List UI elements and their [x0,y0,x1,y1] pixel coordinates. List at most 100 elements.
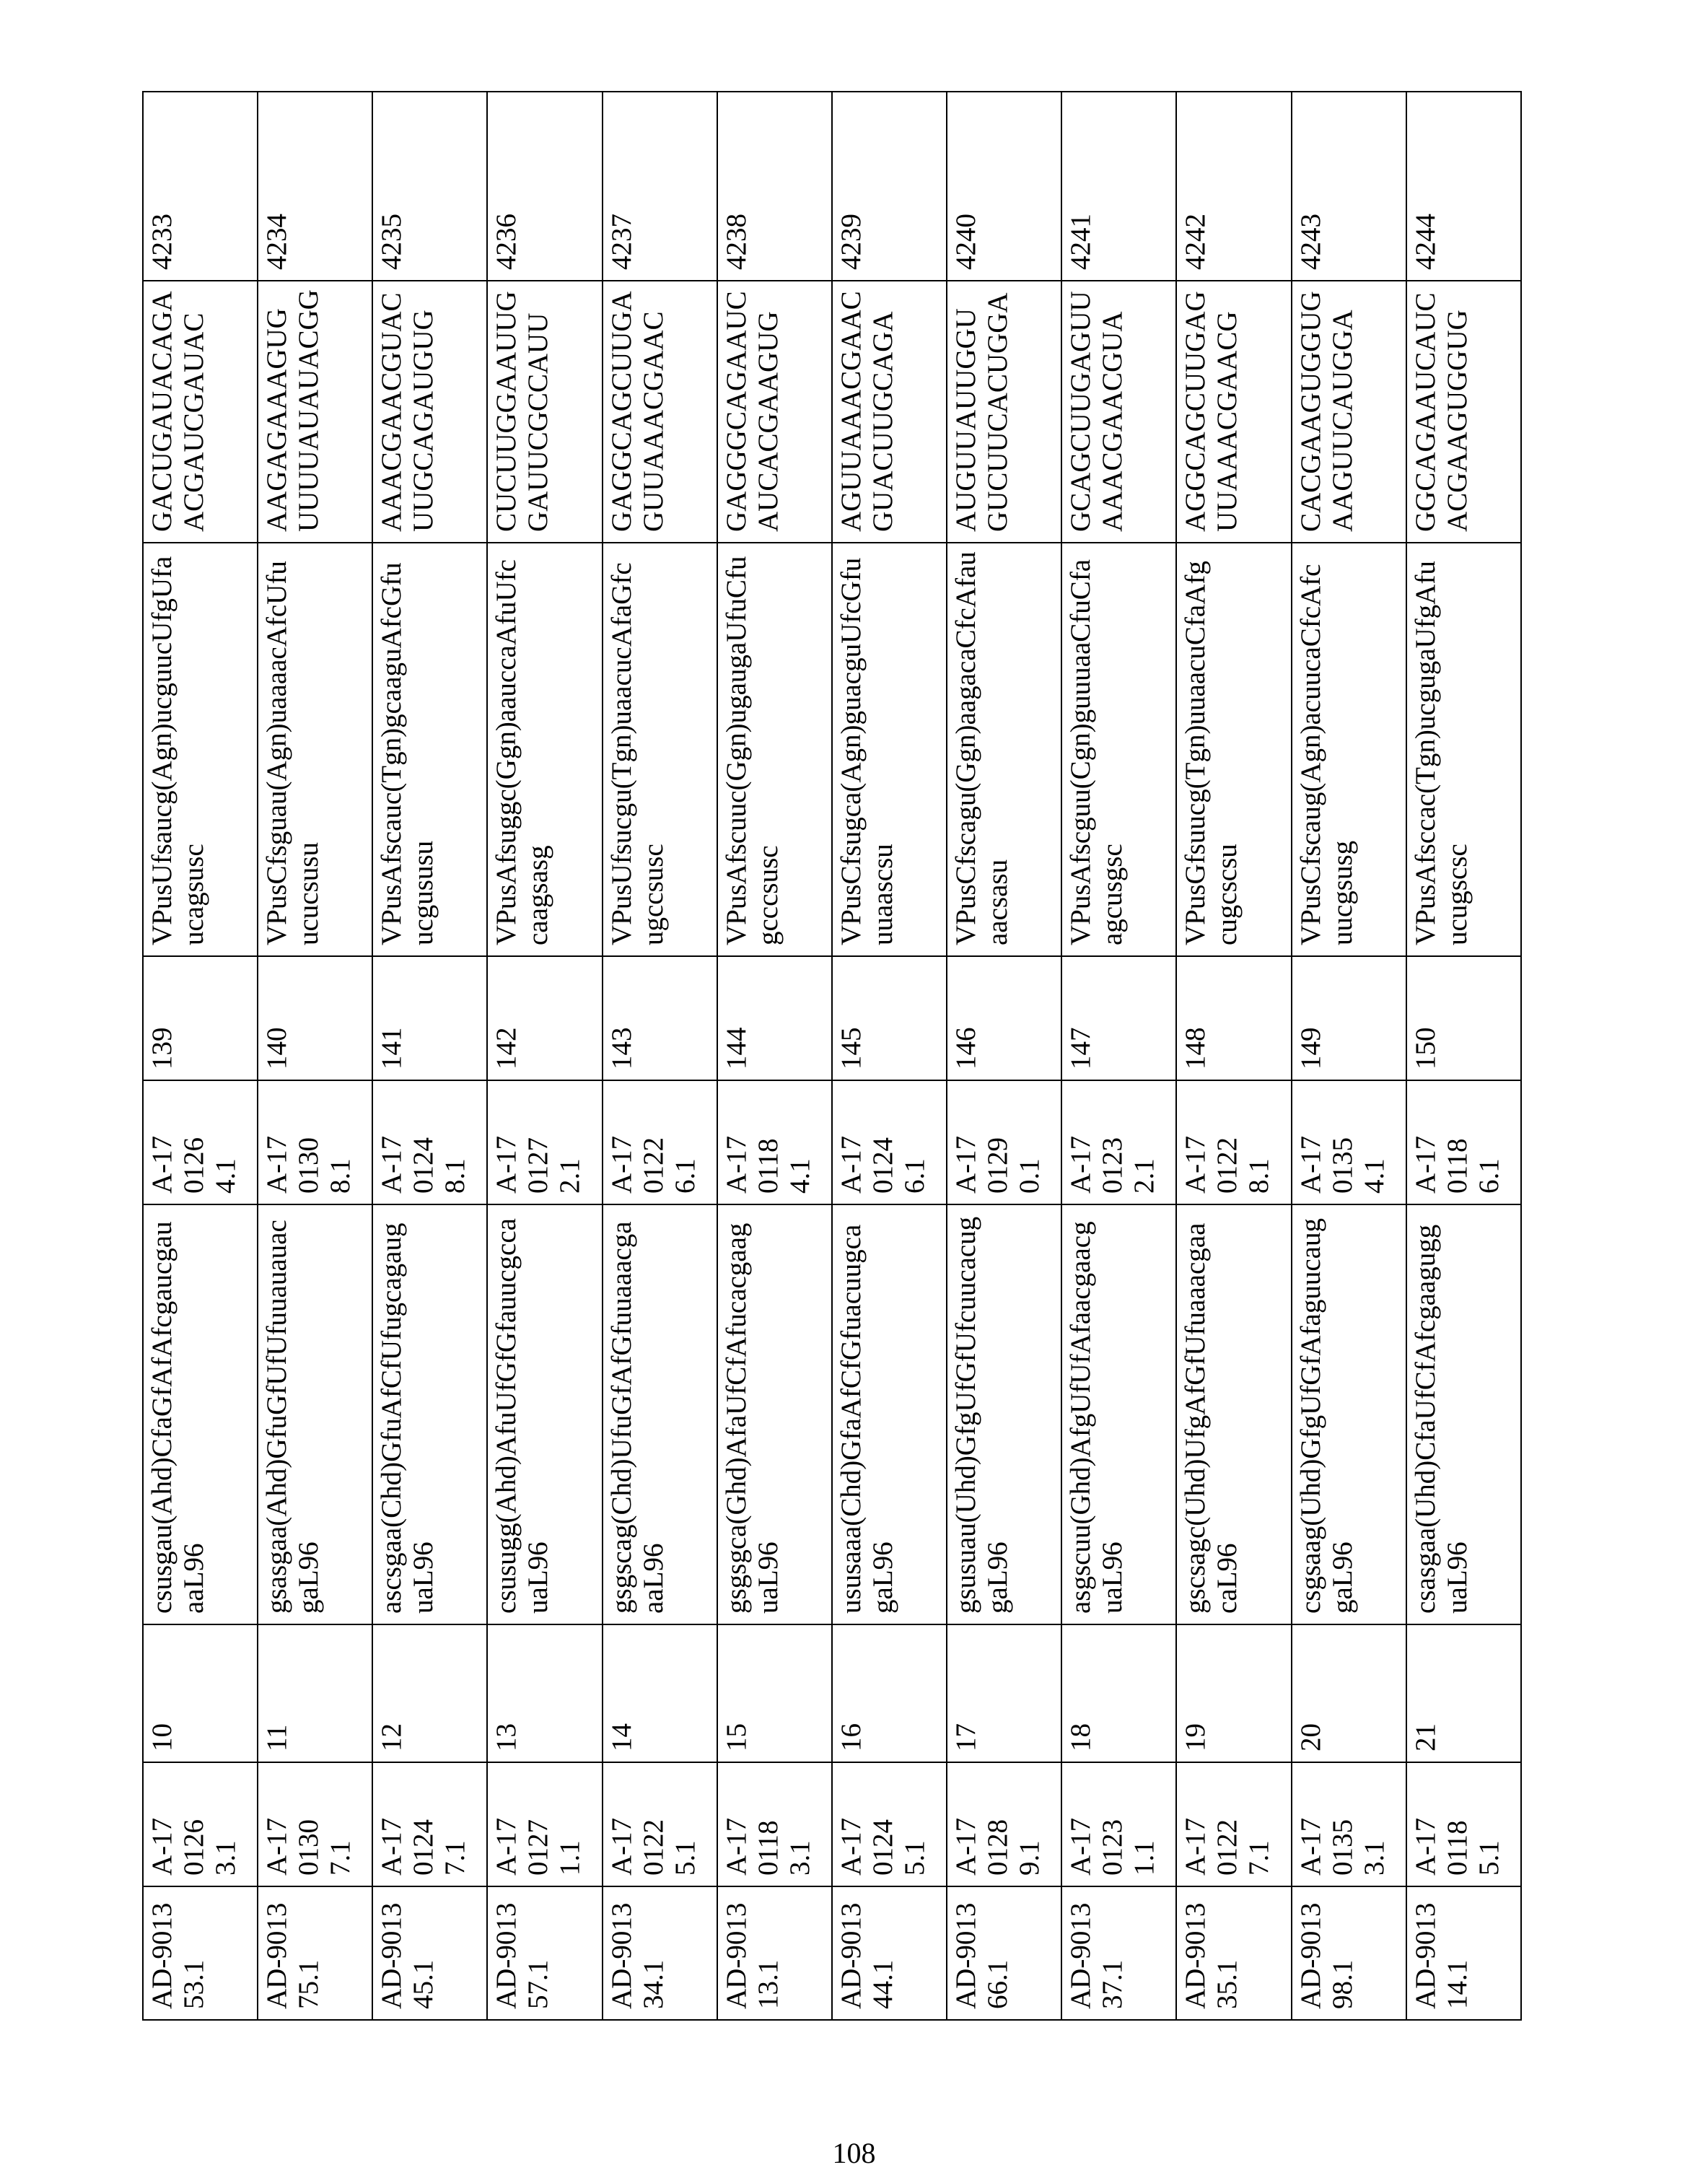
target-seq-id-cell: 4236 [487,92,602,281]
sense-sequence-cell: ususaaa(Chd)GfaAfCfGfuacuugcagaL96 [832,1204,947,1624]
sense-sequence-cell: gsgscag(Chd)UfuGfAfGfuuaaacgaaaL96 [603,1204,717,1624]
sense-seq-id-cell: 18 [1061,1624,1176,1762]
antisense-oligo-id-cell: A-1701246.1 [832,1080,947,1204]
duplex-id-cell: AD-901344.1 [832,1886,947,2020]
target-seq-id-cell: 4239 [832,92,947,281]
sense-sequence-cell: ascsgaa(Chd)GfuAfCfUfugcagauguaL96 [372,1204,487,1624]
antisense-oligo-id-cell: A-1701184.1 [717,1080,832,1204]
antisense-oligo-id-cell: A-1701228.1 [1176,1080,1291,1204]
table-row: AD-901313.1A-1701183.115gsgsgca(Ghd)AfaU… [717,92,832,2020]
target-sequence-cell: AAGAGAAAGUGUUUUAUAUACGG [258,281,372,543]
table-row: AD-901314.1A-1701185.121csasgaa(Uhd)CfaU… [1406,92,1521,2020]
duplex-id-cell: AD-901357.1 [487,1886,602,2020]
duplex-id-cell: AD-901398.1 [1292,1886,1406,2020]
table-row: AD-901357.1A-1701271.113csusugg(Ahd)AfuU… [487,92,602,2020]
sense-seq-id-cell: 15 [717,1624,832,1762]
target-seq-id-cell: 4240 [947,92,1061,281]
antisense-sequence-cell: VPusAfscuuc(Ggn)ugaugaUfuCfugcccsusc [717,543,832,956]
sense-oligo-id-cell: A-1701263.1 [143,1762,258,1886]
antisense-sequence-cell: VPusCfscagu(Ggn)aagacaCfcAfauaacsasu [947,543,1061,956]
sense-oligo-id-cell: A-1701227.1 [1176,1762,1291,1886]
sense-seq-id-cell: 14 [603,1624,717,1762]
sequence-table: AD-901353.1A-1701263.110csusgau(Ahd)CfaG… [142,91,1522,2021]
antisense-seq-id-cell: 145 [832,956,947,1080]
duplex-id-cell: AD-901366.1 [947,1886,1061,2020]
target-sequence-cell: AUGUUAUUGGUGUCUUCACUGGA [947,281,1061,543]
antisense-seq-id-cell: 140 [258,956,372,1080]
target-sequence-cell: CUCUUGGAAUUGGAUUCGCCAUU [487,281,602,543]
sense-sequence-cell: csgsaag(Uhd)GfgUfGfAfaguucauggaL96 [1292,1204,1406,1624]
target-sequence-cell: AAACGAACGUACUUGCAGAUGUG [372,281,487,543]
antisense-oligo-id-cell: A-1701272.1 [487,1080,602,1204]
target-sequence-cell: AGGCAGCUUGAGUUAAACGAACG [1176,281,1291,543]
antisense-seq-id-cell: 150 [1406,956,1521,1080]
duplex-id-cell: AD-901345.1 [372,1886,487,2020]
antisense-seq-id-cell: 143 [603,956,717,1080]
sense-seq-id-cell: 10 [143,1624,258,1762]
table-row: AD-901375.1A-1701307.111gsasgaa(Ahd)GfuG… [258,92,372,2020]
target-sequence-cell: GAGGCAGCUUGAGUUAAACGAAC [603,281,717,543]
target-seq-id-cell: 4234 [258,92,372,281]
sense-oligo-id-cell: A-1701271.1 [487,1762,602,1886]
antisense-oligo-id-cell: A-1701226.1 [603,1080,717,1204]
target-sequence-cell: GAGGGCAGAAUCAUCACGAAGUG [717,281,832,543]
antisense-oligo-id-cell: A-1701308.1 [258,1080,372,1204]
antisense-sequence-cell: VPusCfscaug(Agn)acuucaCfcAfcuucgsusg [1292,543,1406,956]
antisense-sequence-cell: VPusAfscauc(Tgn)gcaaguAfcGfuucgususu [372,543,487,956]
sense-sequence-cell: csusgau(Ahd)CfaGfAfAfcgaucgauaaL96 [143,1204,258,1624]
antisense-oligo-id-cell: A-1701264.1 [143,1080,258,1204]
duplex-id-cell: AD-901353.1 [143,1886,258,2020]
antisense-oligo-id-cell: A-1701232.1 [1061,1080,1176,1204]
antisense-seq-id-cell: 147 [1061,956,1176,1080]
sense-sequence-cell: gsusuau(Uhd)GfgUfGfUfcuucacuggaL96 [947,1204,1061,1624]
sense-sequence-cell: csasgaa(Uhd)CfaUfCfAfcgaagugguaL96 [1406,1204,1521,1624]
antisense-sequence-cell: VPusAfscguu(Cgn)guuuaaCfuCfaagcusgsc [1061,543,1176,956]
sense-seq-id-cell: 16 [832,1624,947,1762]
table-row: AD-901398.1A-1701353.120csgsaag(Uhd)GfgU… [1292,92,1406,2020]
target-seq-id-cell: 4241 [1061,92,1176,281]
table-row: AD-901366.1A-1701289.117gsusuau(Uhd)GfgU… [947,92,1061,2020]
page-number: 108 [0,2136,1708,2170]
table-row: AD-901337.1A-1701231.118asgscuu(Ghd)AfgU… [1061,92,1176,2020]
antisense-seq-id-cell: 149 [1292,956,1406,1080]
antisense-seq-id-cell: 146 [947,956,1061,1080]
duplex-id-cell: AD-901334.1 [603,1886,717,2020]
target-sequence-cell: GACUGAUACAGAACGAUCGAUAC [143,281,258,543]
antisense-seq-id-cell: 141 [372,956,487,1080]
duplex-id-cell: AD-901335.1 [1176,1886,1291,2020]
sense-oligo-id-cell: A-1701225.1 [603,1762,717,1886]
sense-oligo-id-cell: A-1701245.1 [832,1762,947,1886]
table-row: AD-901344.1A-1701245.116ususaaa(Chd)GfaA… [832,92,947,2020]
sense-sequence-cell: gsgsgca(Ghd)AfaUfCfAfucacgaaguaL96 [717,1204,832,1624]
sense-sequence-cell: gscsagc(Uhd)UfgAfGfUfuaaacgaacaL96 [1176,1204,1291,1624]
sense-oligo-id-cell: A-1701185.1 [1406,1762,1521,1886]
sense-seq-id-cell: 11 [258,1624,372,1762]
target-seq-id-cell: 4244 [1406,92,1521,281]
table-row: AD-901335.1A-1701227.119gscsagc(Uhd)UfgA… [1176,92,1291,2020]
antisense-sequence-cell: VPusUfsaucg(Agn)ucguucUfgUfaucagsusc [143,543,258,956]
rotated-table-container: AD-901353.1A-1701263.110csusgau(Ahd)CfaG… [142,92,1522,2021]
antisense-oligo-id-cell: A-1701290.1 [947,1080,1061,1204]
antisense-sequence-cell: VPusCfsugca(Agn)guacguUfcGfuuuaascsu [832,543,947,956]
target-sequence-cell: CACGAAGUGGUGAAGUUCAUGGA [1292,281,1406,543]
target-sequence-cell: AGUUAAACGAACGUACUUGCAGA [832,281,947,543]
antisense-seq-id-cell: 148 [1176,956,1291,1080]
sense-oligo-id-cell: A-1701231.1 [1061,1762,1176,1886]
table-row: AD-901353.1A-1701263.110csusgau(Ahd)CfaG… [143,92,258,2020]
antisense-seq-id-cell: 139 [143,956,258,1080]
antisense-seq-id-cell: 142 [487,956,602,1080]
sense-sequence-cell: csusugg(Ahd)AfuUfGfGfauucgccauaL96 [487,1204,602,1624]
target-seq-id-cell: 4233 [143,92,258,281]
duplex-id-cell: AD-901375.1 [258,1886,372,2020]
duplex-id-cell: AD-901314.1 [1406,1886,1521,2020]
antisense-sequence-cell: VPusUfsucgu(Tgn)uaacucAfaGfcugccsusc [603,543,717,956]
antisense-oligo-id-cell: A-1701354.1 [1292,1080,1406,1204]
antisense-sequence-cell: VPusAfsuggc(Ggn)aauccaAfuUfccaagsasg [487,543,602,956]
antisense-oligo-id-cell: A-1701248.1 [372,1080,487,1204]
table-row: AD-901334.1A-1701225.114gsgscag(Chd)UfuG… [603,92,717,2020]
antisense-oligo-id-cell: A-1701186.1 [1406,1080,1521,1204]
table-body: AD-901353.1A-1701263.110csusgau(Ahd)CfaG… [143,92,1521,2020]
target-seq-id-cell: 4242 [1176,92,1291,281]
sense-oligo-id-cell: A-1701247.1 [372,1762,487,1886]
table-row: AD-901345.1A-1701247.112ascsgaa(Chd)GfuA… [372,92,487,2020]
